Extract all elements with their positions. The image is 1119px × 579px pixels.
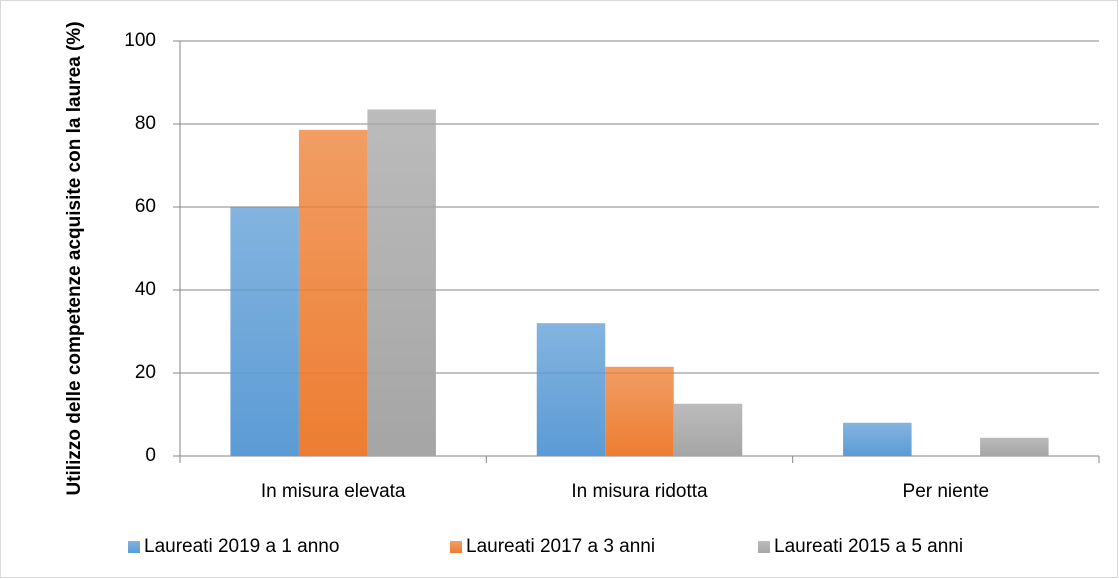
bar [367, 109, 436, 456]
bar [605, 366, 674, 456]
legend-swatch [128, 541, 140, 553]
x-tick-label: In misura ridotta [571, 481, 708, 502]
legend-label: Laureati 2015 a 5 anni [774, 536, 963, 557]
bar [536, 323, 606, 456]
y-axis-label: Utilizzo delle competenze acquisite con … [64, 21, 85, 495]
x-tick-label: In misura elevata [261, 481, 406, 502]
bar [298, 129, 368, 456]
legend-label: Laureati 2019 a 1 anno [144, 536, 339, 557]
y-tick-label: 100 [124, 30, 156, 51]
y-tick-label: 60 [135, 196, 156, 217]
y-tick-label: 80 [135, 113, 156, 134]
y-tick-label: 40 [135, 279, 156, 300]
bar [980, 437, 1049, 456]
legend-swatch [758, 541, 770, 553]
bar [673, 403, 743, 456]
legend-label: Laureati 2017 a 3 anni [466, 536, 655, 557]
y-tick-label: 0 [145, 445, 156, 466]
bar [230, 207, 299, 456]
bar [843, 422, 912, 456]
y-tick-label: 20 [135, 362, 156, 383]
x-tick-label: Per niente [903, 481, 990, 502]
legend-swatch [450, 541, 462, 553]
